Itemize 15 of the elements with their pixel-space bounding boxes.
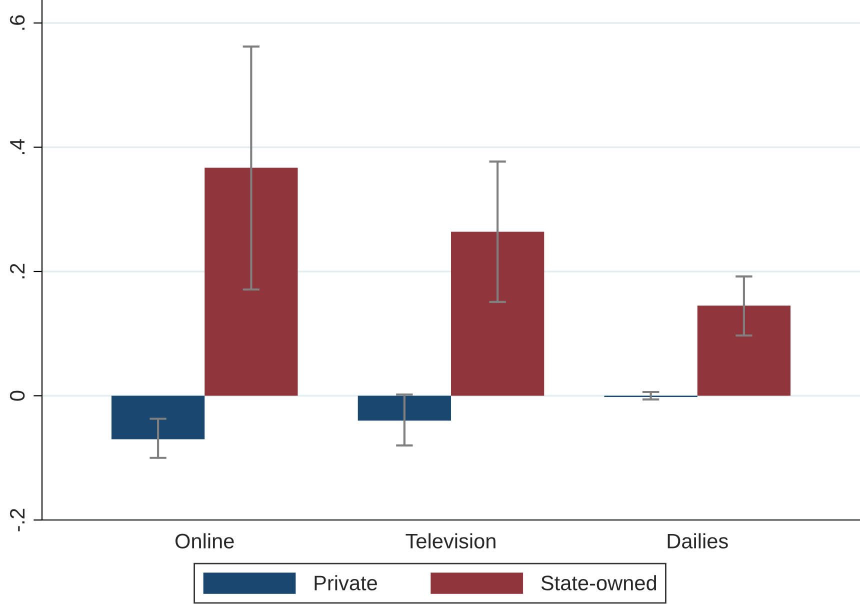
x-tick-label: Dailies: [668, 533, 728, 548]
y-tick-label: .2: [10, 264, 24, 278]
y-tick-label: .4: [10, 139, 24, 154]
bar: [451, 232, 544, 396]
y-tick-label: 0: [10, 390, 25, 401]
bar: [204, 168, 298, 396]
y-tick-label: .6: [10, 15, 25, 30]
x-tick-label: Online: [175, 533, 234, 548]
bar: [697, 306, 791, 396]
legend-label: Private: [314, 575, 377, 590]
bar: [358, 396, 451, 421]
x-tick-label: Television: [406, 533, 496, 548]
y-tick-label: -.2: [10, 508, 24, 532]
legend-label: State-owned: [541, 575, 656, 590]
bar: [111, 396, 205, 440]
